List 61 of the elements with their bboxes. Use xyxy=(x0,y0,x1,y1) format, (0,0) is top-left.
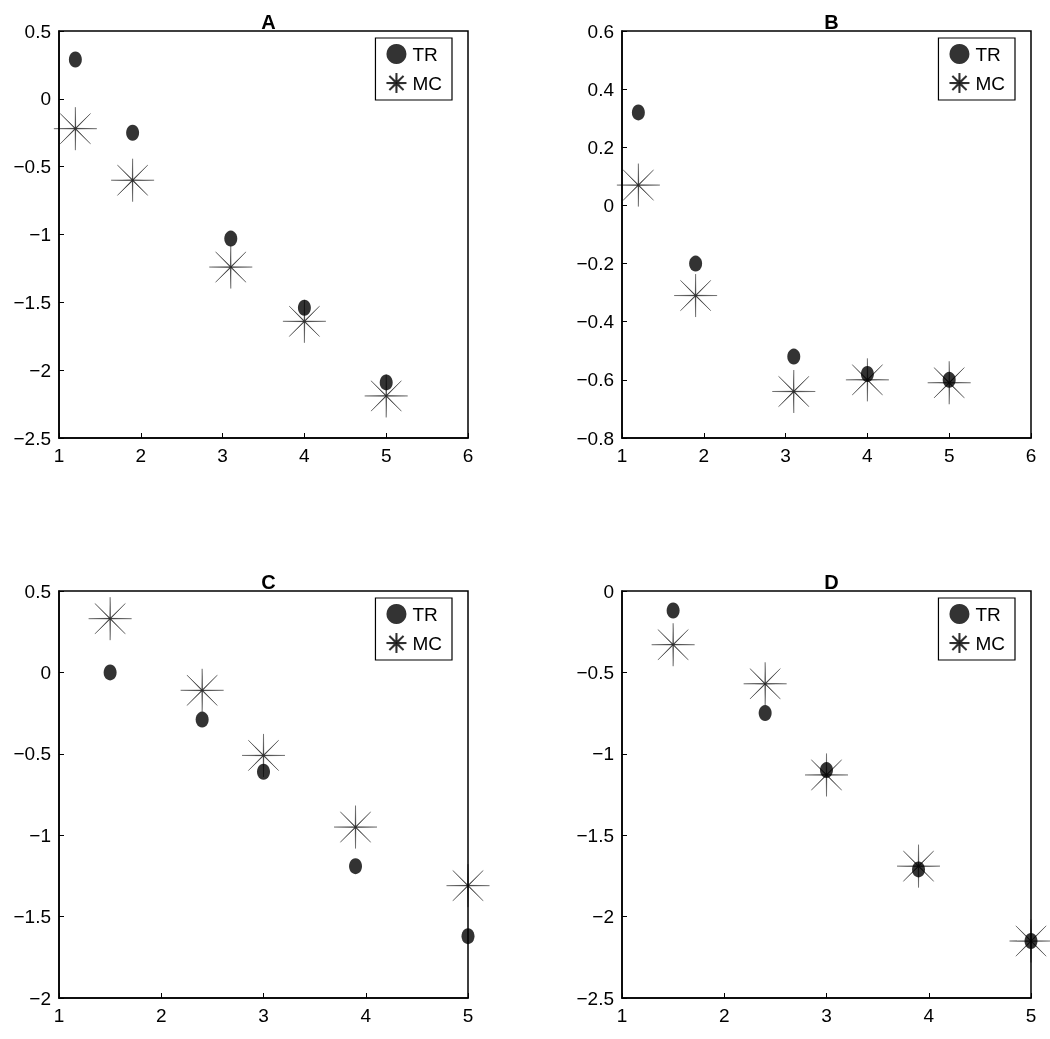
y-tick-label: −0.6 xyxy=(576,369,614,391)
y-tick-label: 0 xyxy=(40,661,51,683)
legend-label: MC xyxy=(412,632,443,654)
legend-label: TR xyxy=(412,603,438,625)
x-tick-label: 4 xyxy=(360,1005,372,1026)
x-tick-label: 6 xyxy=(462,445,474,466)
chart-title: A xyxy=(261,11,276,33)
x-tick-label: 2 xyxy=(698,445,710,466)
legend-label: TR xyxy=(975,603,1001,625)
y-tick-label: −2 xyxy=(592,906,614,928)
x-tick-label: 6 xyxy=(1025,445,1037,466)
x-tick-label: 5 xyxy=(1025,1005,1037,1026)
y-tick-label: −0.2 xyxy=(576,253,614,275)
y-tick-label: 0 xyxy=(603,194,614,216)
y-tick-label: −0.5 xyxy=(13,743,51,765)
legend-label: MC xyxy=(975,72,1006,94)
y-tick-label: −0.5 xyxy=(576,661,614,683)
chart-title: B xyxy=(824,11,839,33)
x-tick-label: 5 xyxy=(943,445,955,466)
legend-label: MC xyxy=(412,72,443,94)
x-tick-label: 5 xyxy=(380,445,392,466)
legend-label: TR xyxy=(975,43,1001,65)
y-tick-label: −0.5 xyxy=(13,156,51,178)
y-tick-label: 0.5 xyxy=(24,580,51,602)
y-tick-label: −1.5 xyxy=(13,906,51,928)
y-tick-label: −0.4 xyxy=(576,311,615,333)
x-tick-label: 1 xyxy=(53,445,65,466)
y-tick-label: −2 xyxy=(29,987,51,1009)
legend-label: TR xyxy=(412,43,438,65)
x-tick-label: 2 xyxy=(155,1005,167,1026)
y-tick-label: −2 xyxy=(29,359,51,381)
y-tick-label: 0.5 xyxy=(24,20,51,42)
x-tick-label: 2 xyxy=(718,1005,730,1026)
chart-title: C xyxy=(261,571,276,593)
y-tick-label: 0 xyxy=(603,580,614,602)
y-tick-label: 0.2 xyxy=(587,136,614,158)
legend-label: MC xyxy=(975,632,1006,654)
y-tick-label: −1 xyxy=(592,743,614,765)
y-tick-label: −2.5 xyxy=(576,987,614,1009)
x-tick-label: 3 xyxy=(258,1005,269,1026)
y-tick-label: −0.8 xyxy=(576,427,614,449)
x-tick-label: 1 xyxy=(616,445,628,466)
y-tick-label: 0.6 xyxy=(587,20,614,42)
x-tick-label: 3 xyxy=(780,445,791,466)
x-tick-label: 5 xyxy=(462,1005,474,1026)
y-tick-label: −1.5 xyxy=(13,291,51,313)
y-tick-label: −1.5 xyxy=(576,824,614,846)
x-tick-label: 4 xyxy=(923,1005,935,1026)
y-tick-label: −1 xyxy=(29,824,51,846)
x-tick-label: 3 xyxy=(217,445,228,466)
x-tick-label: 2 xyxy=(135,445,147,466)
x-tick-label: 4 xyxy=(299,445,311,466)
x-tick-label: 1 xyxy=(53,1005,65,1026)
x-tick-label: 3 xyxy=(821,1005,832,1026)
x-tick-label: 4 xyxy=(862,445,874,466)
chart-title: D xyxy=(824,571,839,593)
y-tick-label: 0.4 xyxy=(587,78,615,100)
y-tick-label: −2.5 xyxy=(13,427,51,449)
y-tick-label: −1 xyxy=(29,224,51,245)
x-tick-label: 1 xyxy=(616,1005,628,1026)
y-tick-label: 0 xyxy=(40,88,51,110)
